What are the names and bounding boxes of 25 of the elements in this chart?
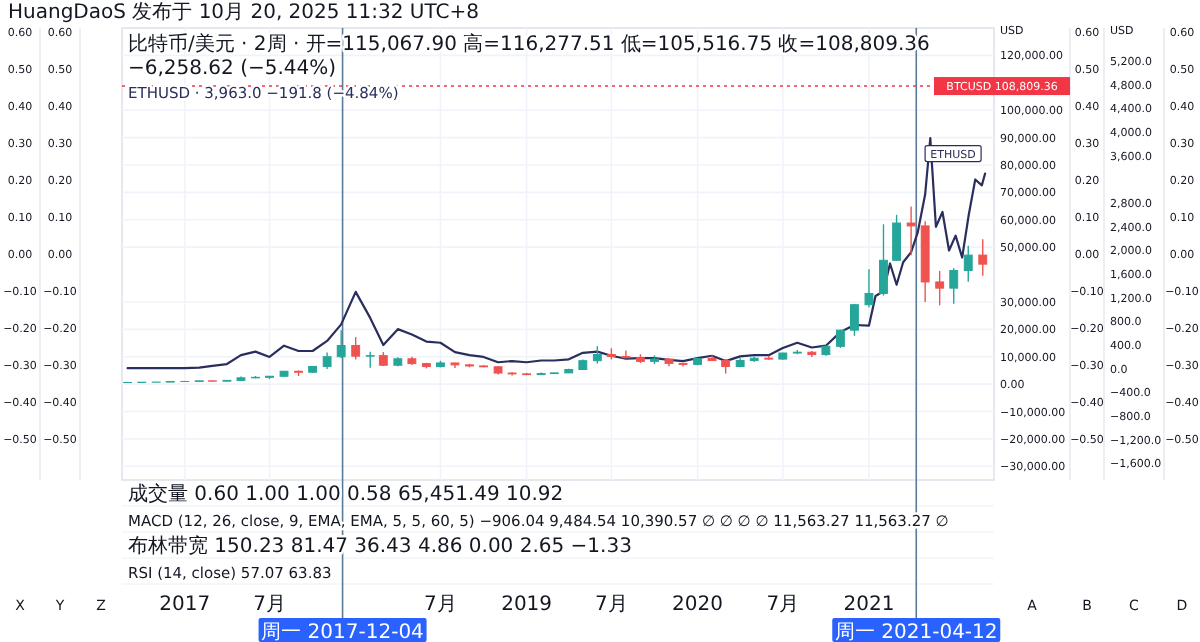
candlestick: [850, 303, 859, 337]
x-tick-label: 7月: [766, 594, 800, 616]
x-tick-label: 7月: [253, 594, 286, 616]
x-tick-label: 2019: [501, 594, 553, 616]
candlestick: [892, 214, 902, 262]
candlestick: [935, 270, 945, 306]
candlestick: [963, 245, 973, 283]
candlestick: [978, 238, 988, 277]
x-tick-label: 7月: [595, 594, 628, 616]
x-tick-label: 2021: [843, 594, 895, 616]
candlestick: [621, 349, 631, 360]
line-series: [126, 136, 987, 370]
ref-line-label: 周一 2021-04-12: [834, 622, 998, 642]
x-tick-label: 2017: [159, 594, 211, 616]
candlestick: [864, 268, 874, 308]
candlestick: [949, 267, 959, 305]
candlestick: [351, 336, 361, 361]
x-tick-label: 7月: [424, 594, 457, 616]
text: 成交量 0.60 1.00 1.00 0.58 65,451.49 10.92: [128, 482, 564, 506]
candlestick: [879, 223, 888, 297]
candlestick: [906, 205, 916, 257]
candlestick: [336, 329, 346, 359]
text: HuangDaoS 发布于 10月 20, 2025 11:32 UTC+8: [8, 0, 479, 24]
x-tick-label: 2020: [672, 594, 724, 616]
ref-line-label: 周一 2017-12-04: [261, 622, 424, 642]
